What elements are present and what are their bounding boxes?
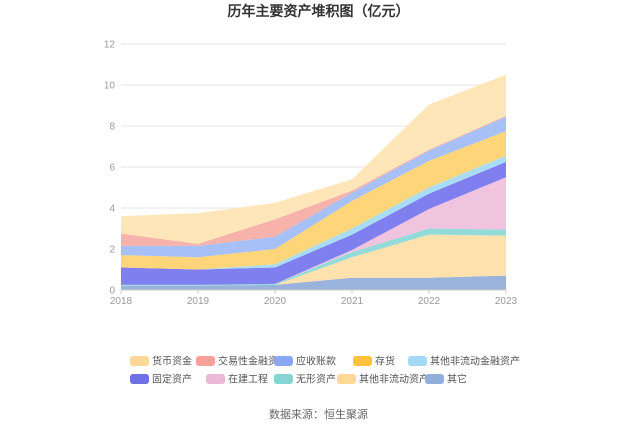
axes: 2018 2019 2020 2021 2022 2023: [110, 289, 518, 307]
legend-item-4[interactable]: 其他非流动金融资产: [408, 355, 520, 368]
y-tick-label: 12: [104, 40, 116, 51]
area-series-4: [121, 161, 506, 285]
legend-item-3[interactable]: 存货: [353, 355, 395, 368]
x-tick-label: 2021: [341, 296, 364, 307]
legend-swatch: [408, 356, 427, 366]
y-tick-label: 2: [109, 245, 115, 256]
x-tick-label: 2019: [187, 296, 210, 307]
legend-swatch: [274, 374, 293, 384]
legend-item-6[interactable]: 在建工程: [206, 373, 268, 386]
x-tick-label: 2020: [264, 296, 287, 307]
legend-label: 其它: [447, 373, 467, 386]
legend-swatch: [425, 374, 444, 384]
chart-title: 历年主要资产堆积图（亿元）: [228, 3, 410, 20]
area-series-6: [121, 131, 506, 270]
legend-label: 其他非流动资产: [359, 373, 429, 386]
y-tick-label: 8: [109, 122, 115, 133]
legend-swatch: [130, 374, 149, 384]
legend-item-7[interactable]: 无形资产: [274, 373, 336, 386]
x-tick-label: 2023: [495, 296, 518, 307]
y-tick-label: 6: [109, 163, 115, 174]
y-tick-label: 10: [104, 81, 116, 92]
legend-item-5[interactable]: 固定资产: [130, 373, 192, 386]
legend-label: 交易性金融资产: [218, 355, 288, 368]
legend-item-8[interactable]: 其他非流动资产: [337, 373, 429, 386]
legend-swatch: [353, 356, 372, 366]
legend-label: 在建工程: [228, 373, 268, 386]
x-tick-label: 2022: [418, 296, 441, 307]
area-series-group: [121, 74, 506, 290]
area-series-0: [121, 275, 506, 290]
area-series-5: [121, 155, 506, 270]
area-series-2: [121, 228, 506, 286]
legend-label: 存货: [375, 355, 395, 368]
area-series-9: [121, 74, 506, 244]
legend-label: 应收账款: [296, 355, 336, 368]
x-tick-label: 2018: [110, 296, 133, 307]
legend-swatch: [206, 374, 225, 384]
legend-label: 其他非流动金融资产: [430, 355, 520, 368]
legend-item-0[interactable]: 货币资金: [130, 355, 192, 368]
legend-swatch: [130, 356, 149, 366]
legend-item-1[interactable]: 交易性金融资产: [196, 355, 288, 368]
legend-item-9[interactable]: 其它: [425, 373, 467, 386]
legend-item-2[interactable]: 应收账款: [274, 355, 336, 368]
legend-label: 货币资金: [152, 355, 192, 368]
legend-swatch: [337, 374, 356, 384]
y-tick-label: 4: [109, 204, 115, 215]
legend-label: 无形资产: [296, 373, 336, 386]
area-series-1: [121, 234, 506, 286]
legend-swatch: [274, 356, 293, 366]
legend-swatch: [196, 356, 215, 366]
y-tick-label: 0: [109, 286, 115, 297]
data-source-note: 数据来源：恒生聚源: [269, 407, 368, 421]
legend-label: 固定资产: [152, 373, 192, 386]
